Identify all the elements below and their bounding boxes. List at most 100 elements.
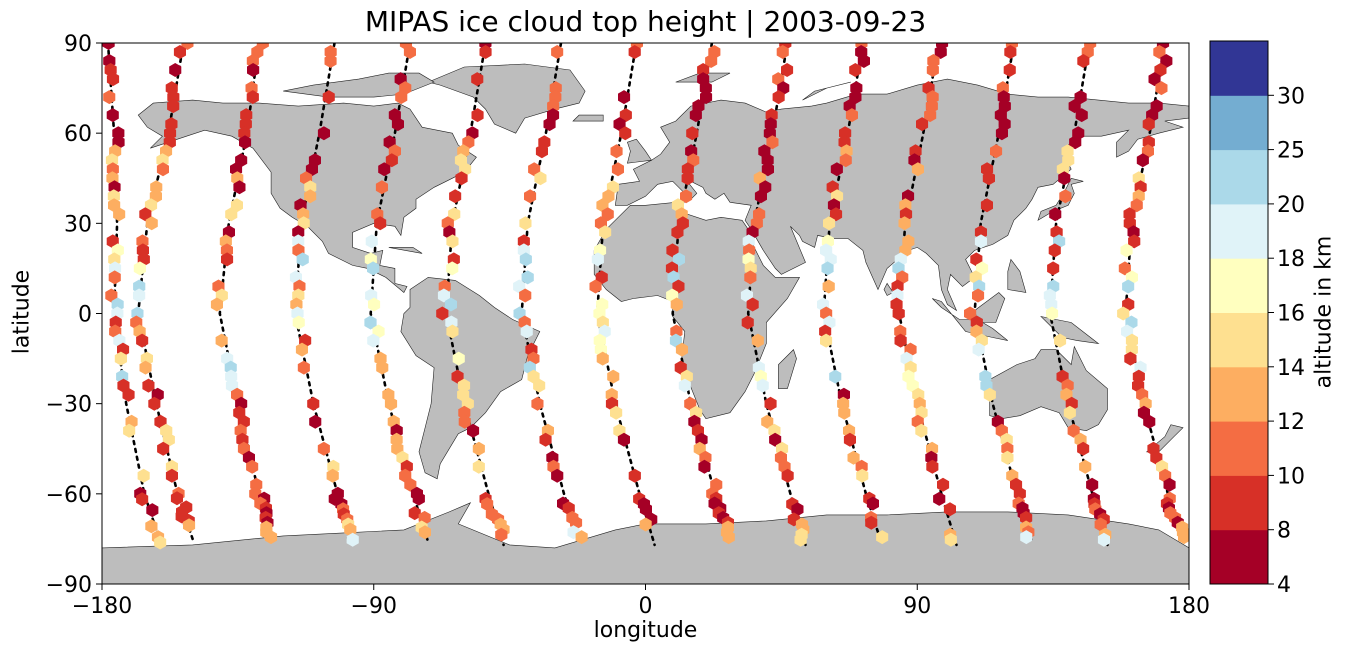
cloud-hex — [876, 530, 889, 545]
cloud-hex — [136, 492, 149, 507]
cloud-hex — [741, 315, 754, 330]
cloud-hex — [543, 117, 556, 132]
cloud-hex — [619, 126, 632, 141]
cloud-hex — [964, 306, 977, 321]
cloud-hex — [756, 378, 769, 393]
cloud-hex — [404, 477, 417, 492]
cloud-hex — [449, 189, 462, 204]
cloud-hex — [304, 180, 317, 195]
cloud-hex — [618, 90, 631, 105]
cloud-hex — [684, 396, 697, 411]
cloud-hex — [686, 126, 699, 141]
cloud-hex — [983, 387, 996, 402]
cloud-hex — [139, 207, 152, 222]
cloud-hex — [1160, 54, 1173, 68]
cloud-hex — [866, 496, 879, 511]
cloud-hex — [448, 207, 461, 222]
cloud-hex — [109, 261, 122, 276]
cloud-hex — [1013, 486, 1026, 501]
cloud-hex — [170, 491, 183, 506]
cloud-hex — [722, 530, 735, 545]
cloud-hex — [820, 333, 833, 348]
land-iceland — [572, 114, 604, 122]
cloud-hex — [225, 207, 238, 222]
cloud-hex — [297, 360, 310, 375]
cloud-hex — [681, 162, 694, 177]
cloud-hex — [602, 189, 615, 204]
cloud-hex — [471, 72, 484, 87]
cloud-hex — [133, 279, 146, 294]
cloud-hex — [849, 90, 862, 105]
cloud-hex — [751, 333, 764, 348]
cloud-hex — [246, 90, 259, 105]
cloud-hex — [111, 297, 124, 312]
cloud-hex — [742, 234, 755, 249]
cloud-hex — [215, 333, 228, 348]
cloud-hex — [672, 252, 685, 267]
cloud-hex — [1154, 63, 1167, 77]
cloud-hex — [150, 180, 163, 195]
cloud-hex — [970, 315, 983, 330]
cloud-hex — [292, 234, 305, 249]
cloud-hex — [133, 288, 146, 303]
cloud-hex — [368, 297, 381, 312]
cloud-hex — [103, 90, 116, 105]
x-tick-label: 180 — [1168, 594, 1210, 619]
cloud-hex — [613, 117, 626, 132]
cloud-hex — [183, 518, 196, 533]
cloud-hex — [839, 153, 852, 168]
colorbar-segment — [1210, 203, 1268, 259]
cloud-hex — [772, 90, 785, 105]
cloud-hex — [539, 432, 552, 447]
colorbar-tick-label: 16 — [1277, 302, 1305, 327]
cloud-hex — [1058, 171, 1071, 186]
cloud-hex — [471, 108, 484, 123]
cloud-hex — [601, 207, 614, 222]
cloud-hex — [666, 243, 679, 258]
cloud-hex — [697, 63, 710, 77]
cloud-hex — [974, 225, 987, 240]
cloud-hex — [605, 387, 618, 402]
cloud-hex — [531, 396, 544, 411]
cloud-hex — [1020, 510, 1033, 525]
cloud-hex — [446, 261, 459, 276]
land-cuba — [388, 247, 423, 254]
cloud-hex — [1118, 261, 1131, 276]
cloud-hex — [113, 207, 126, 222]
colorbar-segment — [1210, 475, 1268, 531]
cloud-hex — [944, 532, 957, 547]
cloud-hex — [1125, 333, 1138, 348]
cloud-hex — [513, 279, 526, 294]
cloud-hex — [669, 333, 682, 348]
cloud-hex — [452, 351, 465, 366]
cloud-hex — [689, 108, 702, 123]
cloud-hex — [122, 387, 135, 402]
cloud-hex — [367, 333, 380, 348]
cloud-hex — [436, 306, 449, 321]
land-sri-lanka — [883, 282, 894, 296]
y-tick-label: 30 — [64, 212, 92, 237]
cloud-hex — [865, 515, 878, 530]
cloud-hex — [1049, 207, 1062, 222]
cloud-hex — [549, 81, 562, 96]
cloud-hex — [1077, 54, 1090, 68]
cloud-hex — [744, 270, 757, 285]
cloud-hex — [639, 517, 652, 532]
cloud-hex — [527, 369, 540, 384]
x-axis-label: longitude — [593, 618, 698, 643]
cloud-hex — [1067, 423, 1080, 438]
cloud-hex — [892, 306, 905, 321]
cloud-hex — [761, 414, 774, 429]
cloud-hex — [934, 45, 947, 59]
cloud-hex — [607, 369, 620, 384]
cloud-hex — [857, 54, 870, 68]
cloud-hex — [164, 126, 177, 141]
cloud-hex — [937, 477, 950, 492]
cloud-hex — [108, 270, 121, 285]
cloud-hex — [1122, 279, 1135, 294]
cloud-hex — [898, 216, 911, 231]
cloud-hex — [1128, 234, 1141, 249]
cloud-hex — [162, 432, 175, 447]
cloud-hex — [224, 360, 237, 375]
